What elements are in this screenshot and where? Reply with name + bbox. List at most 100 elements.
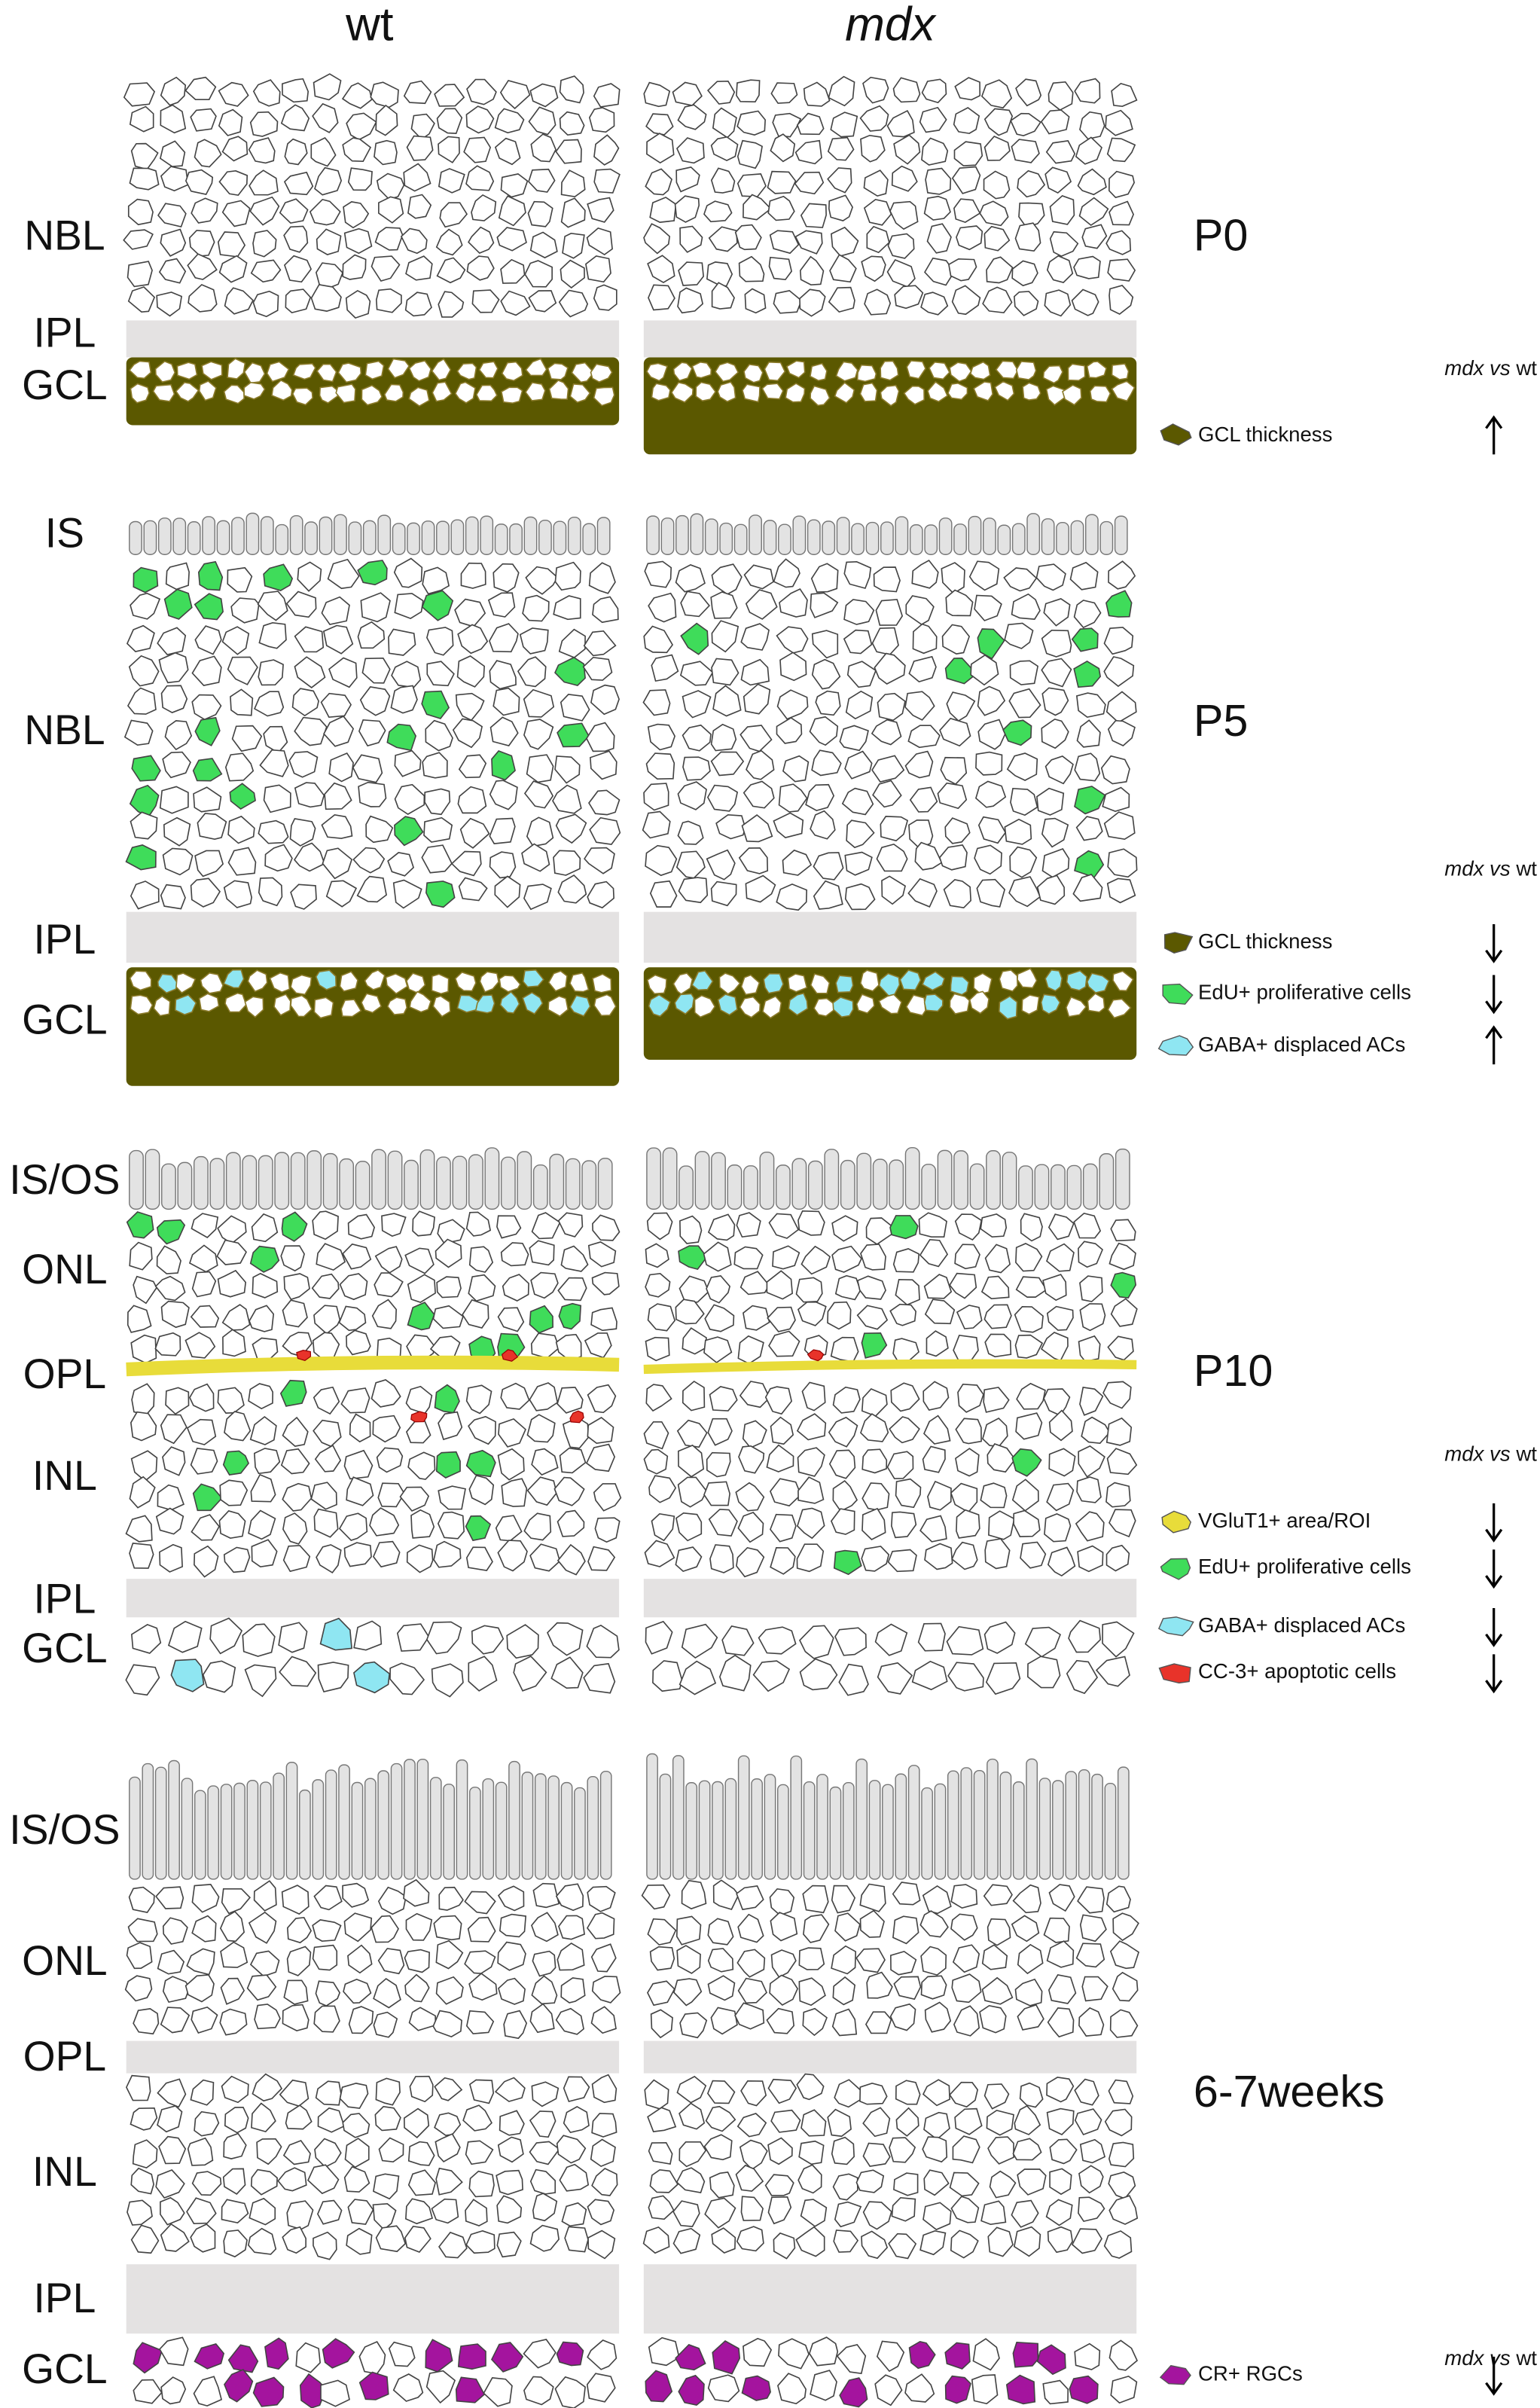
- cell: [1048, 1448, 1076, 1477]
- cell: [718, 972, 741, 995]
- cell: [886, 1451, 914, 1479]
- cell: [1108, 170, 1136, 199]
- cell: [465, 1546, 493, 1571]
- cell: [769, 1513, 797, 1543]
- cell: [832, 1480, 858, 1512]
- cell: [796, 1413, 827, 1441]
- vglut1-band: [126, 1355, 620, 1377]
- cell: [160, 884, 186, 910]
- cell: [129, 105, 154, 133]
- cell: [734, 2002, 765, 2030]
- cell: [127, 198, 154, 226]
- vglut1-band: [643, 1359, 1137, 1375]
- cell: [941, 562, 965, 595]
- layer-label: IS/OS: [9, 1156, 120, 1203]
- cell: [220, 1977, 245, 2005]
- segment: [790, 1755, 803, 1880]
- comparison-header: mdx vs wt: [1444, 2346, 1537, 2370]
- cell: [644, 1540, 675, 1567]
- cell: [386, 996, 408, 1015]
- cell: [675, 850, 706, 879]
- cell: [863, 198, 892, 226]
- cell: [531, 1448, 559, 1476]
- apoptotic-cell: [501, 1349, 519, 1362]
- cell: [291, 387, 313, 406]
- cell: [315, 969, 337, 990]
- cell: [839, 725, 869, 752]
- cell: [950, 975, 970, 996]
- cell: [679, 1275, 710, 1304]
- cell: [280, 1448, 310, 1475]
- cell: [1077, 1545, 1104, 1573]
- cell: [971, 2374, 999, 2405]
- cell: [125, 844, 157, 871]
- cell: [787, 973, 808, 993]
- cell: [846, 661, 877, 688]
- cell: [361, 658, 391, 684]
- cell: [740, 974, 761, 996]
- cell: [390, 685, 418, 714]
- cell: [1009, 846, 1038, 878]
- legend-swatch: [1157, 1035, 1194, 1056]
- cell: [436, 1276, 462, 1299]
- cell: [889, 2003, 916, 2031]
- cell: [796, 1543, 825, 1573]
- cell: [157, 203, 187, 228]
- cell: [343, 1542, 372, 1567]
- cell: [1067, 363, 1086, 381]
- cell: [371, 1379, 401, 1408]
- cell: [251, 1539, 278, 1568]
- cell: [843, 629, 873, 655]
- cell: [976, 878, 1006, 908]
- cell: [159, 1543, 183, 1573]
- cell: [590, 1943, 617, 1973]
- cell: [454, 381, 476, 404]
- cell: [889, 1303, 917, 1326]
- cell: [813, 852, 844, 880]
- cell: [435, 1976, 464, 2005]
- cell: [862, 2142, 891, 2168]
- cell: [170, 1659, 205, 1692]
- segment: [338, 1764, 350, 1880]
- segment: [829, 1786, 842, 1880]
- cell: [162, 1917, 188, 1945]
- segment: [547, 1775, 560, 1880]
- cell: [736, 2226, 764, 2252]
- cell: [347, 1213, 376, 1240]
- cell: [844, 750, 873, 780]
- cell: [672, 1978, 703, 2007]
- cell: [403, 2107, 430, 2138]
- cell: [160, 2223, 190, 2252]
- segment: [275, 523, 289, 555]
- cell: [223, 969, 245, 989]
- cell: [1041, 687, 1069, 716]
- cell: [904, 691, 935, 721]
- cell: [831, 1215, 858, 1242]
- cell: [940, 756, 968, 786]
- cell: [740, 725, 773, 752]
- cell: [500, 173, 529, 198]
- cell: [718, 1654, 752, 1692]
- cell: [263, 784, 291, 813]
- cell: [586, 1912, 615, 1940]
- cell: [392, 2373, 424, 2402]
- cell: [710, 136, 739, 162]
- cell: [921, 137, 949, 166]
- cell: [643, 783, 669, 811]
- cell: [434, 2112, 462, 2136]
- segment: [209, 1158, 225, 1210]
- cell: [357, 621, 386, 649]
- segment: [662, 1147, 678, 1210]
- cell: [1075, 816, 1103, 841]
- cell: [128, 1886, 155, 1914]
- cell: [153, 995, 171, 1017]
- cell: [346, 112, 377, 141]
- cell: [269, 972, 291, 993]
- cell: [160, 228, 187, 257]
- comparison-italic: mdx vs: [1444, 1442, 1511, 1466]
- cell: [524, 382, 546, 401]
- layer-label: NBL: [24, 212, 105, 259]
- cell: [712, 107, 737, 139]
- cell: [404, 1973, 430, 2003]
- cell: [649, 1946, 675, 1971]
